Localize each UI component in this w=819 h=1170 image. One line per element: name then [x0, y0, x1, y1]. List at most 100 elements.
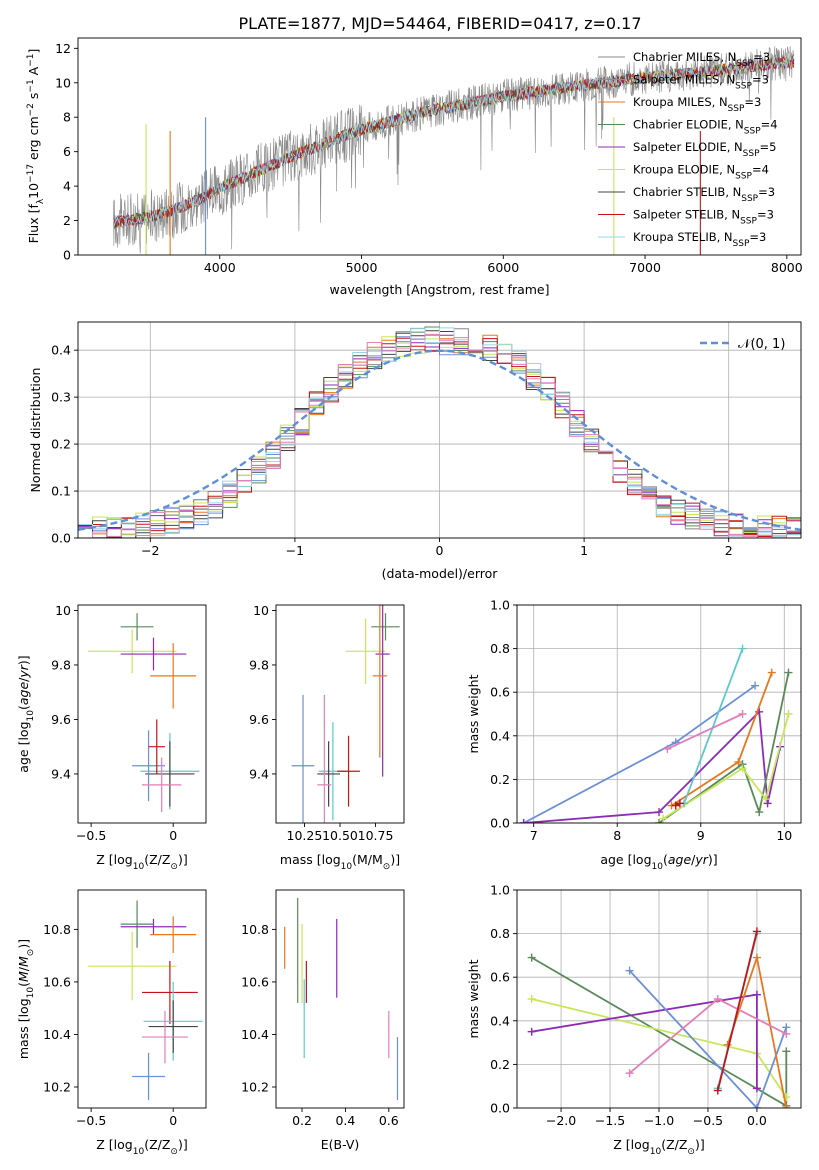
y-tick-label: 10.2: [241, 1079, 269, 1094]
errorbar-point-6: [148, 1000, 198, 1053]
weight-age-y-axis-label: mass weight: [466, 674, 481, 753]
y-tick-label: 9.4: [249, 766, 269, 781]
errorbar-point-7: [142, 1010, 188, 1064]
x-tick-label: 7: [530, 828, 538, 843]
series-marker: [752, 990, 761, 999]
y-tick-label: 1.0: [490, 598, 510, 613]
histogram-kroupa-elodie: [78, 336, 801, 538]
errorbar-point-2: [150, 916, 197, 954]
y-tick-label: 0: [63, 248, 71, 263]
series-2: [655, 668, 793, 823]
age-Z-frame: [77, 604, 207, 824]
y-tick-label: 2: [63, 213, 71, 228]
series-4: [723, 953, 791, 1108]
errorbar-point-6: [317, 741, 340, 807]
series-line: [716, 931, 758, 1091]
legend-entry-2: Kroupa MILES, NSSP=3: [633, 95, 761, 114]
y-tick-label: 0.6: [490, 685, 510, 700]
errorbar-point-0: [371, 613, 400, 641]
y-tick-label: 4: [63, 179, 71, 194]
errorbar-point-7: [148, 719, 165, 774]
y-tick-label: 0.8: [490, 926, 510, 941]
legend-entry-1: Salpeter MILES, NSSP=3: [633, 73, 769, 92]
errorbar-point-1: [87, 629, 177, 674]
legend-entry-3: Chabrier ELODIE, NSSP=4: [633, 118, 778, 137]
series-7: [663, 710, 747, 753]
figure-title: PLATE=1877, MJD=54464, FIBERID=0417, z=0…: [238, 14, 641, 33]
legend-entry-normal: 𝒩(0, 1): [738, 337, 785, 352]
y-tick-label: 9.8: [249, 657, 269, 672]
series-marker: [752, 927, 761, 936]
series-marker: [782, 1104, 791, 1108]
series-4: [659, 710, 793, 823]
series-marker: [671, 801, 680, 810]
x-tick-label: 0: [436, 543, 444, 558]
y-tick-label: 9.8: [51, 657, 71, 672]
y-tick-label: 10.6: [241, 974, 269, 989]
age-mass-plot-area: [291, 605, 400, 823]
x-tick-label: 1: [580, 543, 588, 558]
y-tick-label: 0.0: [51, 531, 71, 546]
y-tick-label: 0.8: [490, 641, 510, 656]
x-tick-label: 10.50: [322, 828, 358, 843]
series-marker: [625, 966, 634, 975]
series-0: [519, 681, 760, 823]
x-tick-label: 10: [776, 828, 792, 843]
mass-ebv-plot-area: [284, 897, 399, 1101]
series-marker: [751, 681, 760, 690]
errorbar-point-3: [150, 643, 197, 709]
series-line: [662, 713, 790, 820]
series-marker: [734, 757, 743, 766]
series-marker: [761, 795, 770, 804]
residuals-legend: 𝒩(0, 1): [700, 337, 785, 352]
x-tick-label: −2.0: [546, 1113, 576, 1128]
series-marker: [659, 814, 668, 823]
y-tick-label: 10: [55, 75, 71, 90]
x-tick-label: −0.5: [693, 1113, 723, 1128]
age-Z-plot-area: [87, 613, 200, 813]
y-tick-label: 9.6: [51, 712, 71, 727]
y-tick-label: 0.6: [490, 970, 510, 985]
errorbar-point-1: [120, 918, 187, 935]
series-marker: [784, 710, 793, 718]
spectrum-legend: Chabrier MILES, NSSP=3 Salpeter MILES, NS…: [598, 50, 778, 249]
weight-Z-panel: −2.0 −1.5 −1.0 −0.5 0.0 0.0 0.2 0.4 0.6 0.8 1.0 Z […: [466, 883, 802, 1157]
series-marker: [713, 1086, 722, 1095]
histogram-salpeter-stelib: [78, 337, 801, 538]
y-tick-label: 1.0: [490, 883, 510, 898]
x-tick-label: 9: [697, 828, 705, 843]
errorbar-point-3: [372, 605, 387, 758]
errorbar-point-0: [120, 900, 154, 948]
legend-entry-0: Chabrier MILES, NSSP=3: [633, 50, 770, 69]
y-tick-label: 9.4: [51, 766, 71, 781]
y-tick-label: 9.6: [249, 712, 269, 727]
errorbar-point-3: [87, 932, 177, 1001]
errorbar-point-4: [142, 960, 198, 1024]
series-marker: [738, 764, 747, 773]
y-tick-label: 0.0: [490, 1101, 510, 1116]
series-marker: [527, 995, 536, 1003]
errorbar-point-1: [345, 618, 386, 685]
series-line: [683, 648, 744, 804]
series-marker: [519, 819, 528, 823]
weight-age-frame: [516, 604, 802, 824]
series-marker: [675, 799, 684, 808]
errorbar-point-0: [120, 613, 154, 641]
series-marker: [625, 1069, 634, 1078]
spectrum-y-axis-label: Flux [fλ10−17 erg cm−2 s−1 A−1]: [26, 49, 46, 244]
series-marker: [752, 1104, 761, 1108]
weight-age-panel: 7 8 9 10 0.0 0.2 0.4 0.6 0.8 1.0 age [log10(age/yr…: [466, 598, 802, 872]
y-tick-label: 10.4: [241, 1027, 269, 1042]
series-marker: [752, 1084, 761, 1093]
x-tick-label: 5000: [346, 260, 378, 275]
series-marker: [713, 995, 722, 1003]
legend-entry-8: Kroupa STELIB, NSSP=3: [633, 230, 766, 249]
mass-ebv-x-axis-label: E(B-V): [321, 1137, 360, 1152]
errorbar-point-6: [132, 730, 165, 802]
y-tick-label: 0.2: [51, 437, 71, 452]
weight-age-plot-area: [517, 605, 801, 823]
weight-z-y-axis-label: mass weight: [466, 959, 481, 1038]
x-tick-label: 8: [613, 828, 621, 843]
age-y-axis-label: age [log10(age/yr)]: [16, 655, 36, 772]
mass-z-x-axis-label: Z [log10(Z/Z⊙)]: [96, 1137, 187, 1157]
